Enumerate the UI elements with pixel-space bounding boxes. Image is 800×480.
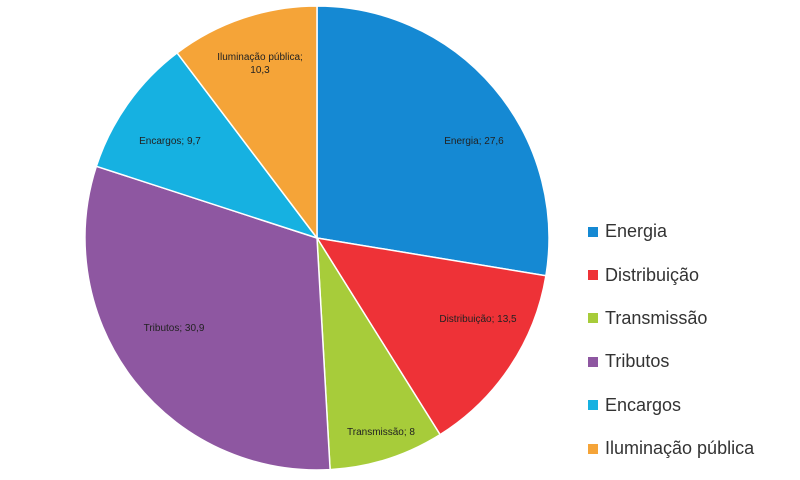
pie-slice-encargos bbox=[95, 51, 320, 240]
legend-label-tributos: Tributos bbox=[605, 351, 670, 372]
data-label-iluminacao-publica: Iluminação pública; 10,3 bbox=[217, 52, 303, 76]
legend-swatch-transmissao bbox=[588, 313, 598, 324]
data-label-energia: Energia; 27,6 bbox=[444, 136, 504, 147]
legend-item-distribuicao: Distribuição bbox=[588, 253, 800, 296]
legend-swatch-iluminacao-publica bbox=[588, 443, 598, 454]
legend-item-encargos: Encargos bbox=[588, 384, 800, 427]
legend-swatch-encargos bbox=[588, 400, 598, 411]
data-label-distribuicao: Distribuição; 13,5 bbox=[439, 314, 517, 325]
data-label-tributos: Tributos; 30,9 bbox=[144, 323, 205, 334]
legend-item-tributos: Tributos bbox=[588, 340, 800, 383]
pie-slice-transmissao bbox=[316, 237, 442, 471]
legend-label-energia: Energia bbox=[605, 221, 668, 242]
legend-label-transmissao: Transmissão bbox=[605, 307, 708, 328]
pie-slice-distribuicao bbox=[315, 236, 547, 436]
legend-label-iluminacao-publica: Iluminação pública bbox=[605, 438, 755, 459]
legend-label-encargos: Encargos bbox=[605, 394, 682, 415]
legend-item-transmissao: Transmissão bbox=[588, 297, 800, 340]
legend-swatch-energia bbox=[588, 226, 598, 237]
data-label-transmissao: Transmissão; 8 bbox=[347, 427, 415, 438]
legend-label-distribuicao: Distribuição bbox=[605, 264, 700, 285]
data-label-encargos: Encargos; 9,7 bbox=[139, 136, 201, 147]
pie-slice-tributos bbox=[84, 165, 331, 471]
legend-swatch-distribuicao bbox=[588, 270, 598, 281]
pie-slice-iluminacao-publica bbox=[176, 5, 318, 241]
legend-swatch-tributos bbox=[588, 356, 598, 367]
pie-slice-energia bbox=[316, 5, 550, 277]
legend: Energia Distribuição Transmissão Tributo… bbox=[588, 210, 800, 470]
legend-item-energia: Energia bbox=[588, 210, 800, 253]
legend-item-iluminacao-publica: Iluminação pública bbox=[588, 427, 800, 470]
